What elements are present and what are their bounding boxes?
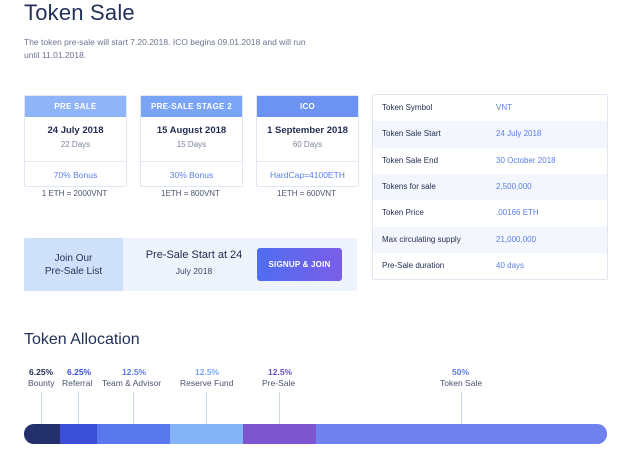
signup-join-button[interactable]: SIGNUP & JOIN bbox=[257, 248, 342, 281]
divider bbox=[257, 161, 358, 162]
allocation-name-team: Team & Advisor bbox=[102, 378, 162, 388]
stage-header: PRE SALE bbox=[25, 96, 126, 117]
join-list-panel: Join Our Pre-Sale List bbox=[24, 238, 123, 291]
allocation-pct-referral: 6.25% bbox=[67, 367, 92, 377]
table-row: Max circulating supply 21,000,000 bbox=[373, 226, 607, 253]
allocation-segment-pre-sale bbox=[242, 424, 316, 444]
allocation-tick bbox=[41, 392, 42, 424]
stage-rate: 1ETH = 800VNT bbox=[161, 189, 220, 198]
intro-text: The token pre-sale will start 7.20.2018.… bbox=[24, 37, 306, 60]
allocation-tick bbox=[279, 392, 280, 424]
info-value: 30 October 2018 bbox=[496, 155, 556, 165]
table-row: Token Sale Start 24 July 2018 bbox=[373, 121, 607, 148]
allocation-tick bbox=[133, 392, 134, 424]
allocation-segment-referral bbox=[60, 424, 97, 444]
allocation-segment-token-sale bbox=[315, 424, 607, 444]
allocation-tick bbox=[206, 392, 207, 424]
allocation-tick bbox=[78, 392, 79, 424]
table-row: Token Symbol VNT bbox=[373, 95, 607, 121]
stage-header: PRE-SALE STAGE 2 bbox=[141, 96, 242, 117]
stage-date: 1 September 2018 bbox=[267, 125, 348, 136]
allocation-pct-token-sale: 50% bbox=[452, 367, 470, 377]
presale-join-banner: Join Our Pre-Sale List Pre-Sale Start at… bbox=[24, 238, 357, 291]
allocation-name-token-sale: Token Sale bbox=[440, 378, 483, 388]
allocation-segment-bounty bbox=[24, 424, 61, 444]
stage-rate: 1ETH = 600VNT bbox=[277, 189, 336, 198]
stage-date: 15 August 2018 bbox=[156, 125, 227, 136]
table-row: Token Price .00166 ETH bbox=[373, 200, 607, 226]
allocation-name-referral: Referral bbox=[62, 378, 93, 388]
info-value: .00166 ETH bbox=[496, 208, 539, 218]
join-line-1: Join Our bbox=[54, 253, 93, 264]
stage-date: 24 July 2018 bbox=[47, 125, 104, 136]
allocation-name-presale: Pre-Sale bbox=[262, 378, 296, 388]
stage-rate: 1 ETH = 2000VNT bbox=[41, 189, 108, 198]
stage-days: 60 Days bbox=[292, 140, 323, 149]
stage-card-ico: ICO 1 September 2018 60 Days HardCap=410… bbox=[256, 95, 359, 187]
info-label: Max circulating supply bbox=[382, 234, 461, 244]
allocation-pct-team: 12.5% bbox=[122, 367, 147, 377]
stage-bonus: 70% Bonus bbox=[53, 170, 98, 180]
info-value: 21,000,000 bbox=[496, 234, 537, 244]
divider bbox=[141, 161, 242, 162]
stage-days: 22 Days bbox=[60, 140, 91, 149]
info-label: Token Sale Start bbox=[382, 129, 441, 139]
presale-start-info: Pre-Sale Start at 24 July 2018 bbox=[134, 249, 254, 276]
stage-card-presale: PRE SALE 24 July 2018 22 Days 70% Bonus bbox=[24, 95, 127, 187]
info-value: 40 days bbox=[496, 260, 525, 270]
allocation-pct-presale: 12.5% bbox=[268, 367, 293, 377]
presale-start-headline: Pre-Sale Start at 24 bbox=[145, 249, 243, 261]
table-row: Pre-Sale duration 40 days bbox=[373, 253, 607, 279]
info-label: Token Symbol bbox=[382, 103, 433, 112]
table-row: Tokens for sale 2,500,000 bbox=[373, 173, 607, 201]
allocation-tick bbox=[461, 392, 462, 424]
allocation-bar bbox=[24, 424, 607, 444]
allocation-pct-reserve: 12.5% bbox=[195, 367, 220, 377]
stage-bonus: HardCap=4100ETH bbox=[270, 170, 345, 180]
allocation-name-bounty: Bounty bbox=[28, 378, 55, 388]
join-line-2: Pre-Sale List bbox=[44, 266, 103, 277]
info-value: 24 July 2018 bbox=[496, 129, 542, 139]
info-label: Token Price bbox=[382, 208, 424, 218]
info-value: VNT bbox=[496, 103, 512, 112]
info-value: 2,500,000 bbox=[496, 181, 532, 191]
info-label: Token Sale End bbox=[382, 155, 439, 165]
presale-start-subline: July 2018 bbox=[175, 266, 213, 276]
allocation-segment-team-advisor bbox=[96, 424, 170, 444]
allocation-pct-bounty: 6.25% bbox=[29, 367, 54, 377]
allocation-segment-reserve-fund bbox=[169, 424, 243, 444]
page-title: Token Sale bbox=[24, 0, 135, 25]
info-label: Pre-Sale duration bbox=[382, 260, 445, 270]
info-label: Tokens for sale bbox=[382, 181, 436, 191]
table-row: Token Sale End 30 October 2018 bbox=[373, 148, 607, 174]
token-info-table: Token Symbol VNT Token Sale Start 24 Jul… bbox=[372, 94, 608, 280]
stage-header: ICO bbox=[257, 96, 358, 117]
stage-bonus: 30% Bonus bbox=[169, 170, 214, 180]
allocation-name-reserve: Reserve Fund bbox=[180, 378, 234, 388]
stage-card-presale-2: PRE-SALE STAGE 2 15 August 2018 15 Days … bbox=[140, 95, 243, 187]
stage-days: 15 Days bbox=[176, 140, 207, 149]
allocation-title: Token Allocation bbox=[24, 331, 140, 348]
divider bbox=[25, 161, 126, 162]
